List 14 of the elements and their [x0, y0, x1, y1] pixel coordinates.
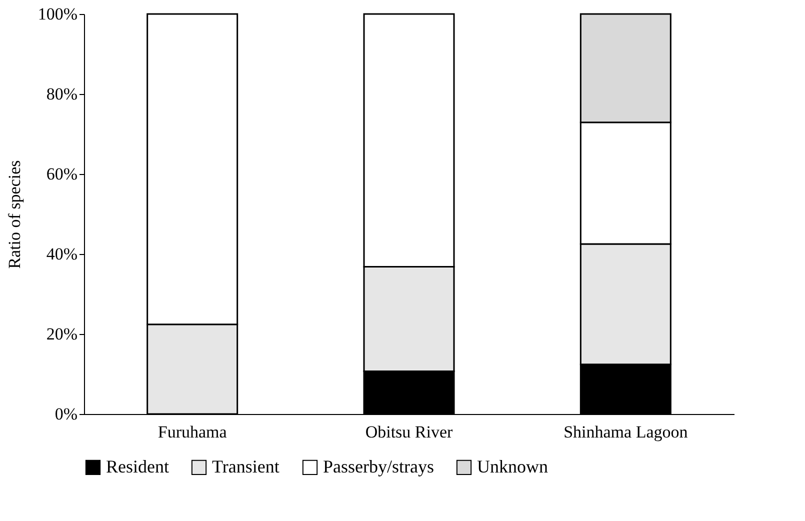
y-tick-label: 100%	[38, 4, 78, 24]
y-tick-label: 20%	[46, 324, 78, 344]
legend-label: Resident	[106, 456, 169, 476]
legend-label: Unknown	[477, 456, 548, 476]
y-tick-label: 0%	[54, 404, 78, 424]
y-tick-label: 60%	[46, 164, 78, 184]
y-tick-label: 80%	[46, 84, 78, 104]
x-tick-label: Obitsu River	[365, 422, 454, 442]
y-axis-title: Ratio of species	[4, 160, 24, 269]
x-tick-label: Shinhama Lagoon	[564, 422, 688, 442]
y-tick-label: 40%	[46, 244, 78, 264]
x-tick-label: Furuhama	[158, 422, 228, 442]
legend-label: Passerby/strays	[323, 456, 434, 476]
legend-label: Transient	[212, 456, 280, 476]
